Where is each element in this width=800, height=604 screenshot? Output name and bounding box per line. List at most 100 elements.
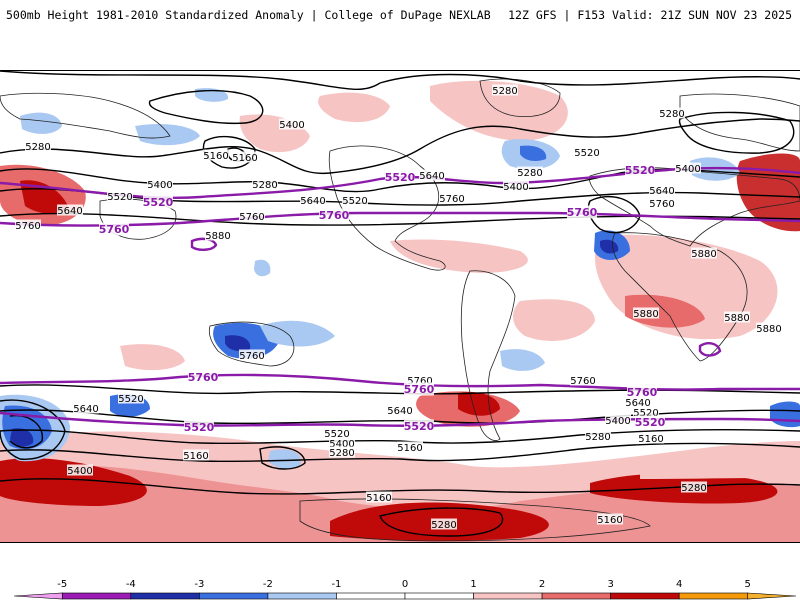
colorbar-segment xyxy=(404,592,474,600)
contour-label-bg xyxy=(407,374,433,386)
contour-label: 5760 xyxy=(239,351,264,362)
contour-label-bg xyxy=(419,169,445,181)
contour-label: 5280 xyxy=(659,109,684,120)
contour-label-bg xyxy=(439,192,465,204)
contour-label-bg xyxy=(585,430,611,442)
contour-label-bg xyxy=(99,222,129,236)
contour-label: 5880 xyxy=(756,324,781,335)
colorbar-segment xyxy=(541,592,611,600)
contour-label-bg xyxy=(404,419,434,433)
contour-label: 5880 xyxy=(724,313,749,324)
colorbar-tick-label: 3 xyxy=(607,579,613,590)
contour-label: 5640 xyxy=(57,206,82,217)
contour-label-bg xyxy=(183,449,209,461)
contour-label: 5520 xyxy=(107,192,132,203)
contour-label-bg xyxy=(15,219,41,231)
highlight-contour-label: 5760 xyxy=(319,209,350,222)
highlight-contour-label: 5760 xyxy=(627,386,658,399)
contour-label: 5520 xyxy=(324,429,349,440)
contour-label: 5400 xyxy=(329,439,354,450)
colorbar-tick-label: -5 xyxy=(57,579,67,590)
anomaly-shading xyxy=(0,80,800,542)
contour-label: 5400 xyxy=(279,120,304,131)
contour-label: 5520 xyxy=(118,394,143,405)
colorbar-tick-label: -4 xyxy=(126,579,136,590)
colorbar-segment xyxy=(610,592,680,600)
contour-label: 5760 xyxy=(570,376,595,387)
contour-label-bg xyxy=(73,402,99,414)
contour-label: 5400 xyxy=(605,416,630,427)
contour-label: 5640 xyxy=(625,398,650,409)
contour-label-bg xyxy=(597,513,623,525)
contour-label: 5880 xyxy=(205,231,230,242)
header: 500mb Height 1981-2010 Standardized Anom… xyxy=(0,0,800,40)
contour-label: 5160 xyxy=(366,493,391,504)
contour-label-bg xyxy=(635,415,665,429)
contour-label-bg xyxy=(143,195,173,209)
contour-label-bg xyxy=(239,349,265,361)
contour-label: 5760 xyxy=(439,194,464,205)
colorbar-segment xyxy=(130,592,200,600)
contour-label-bg xyxy=(659,107,685,119)
contour-label: 5520 xyxy=(633,408,658,419)
highlight-contour-label: 5520 xyxy=(404,420,435,433)
colorbar: -5 -4 -3 -2 -1 0 1 2 3 4 5 xyxy=(0,575,800,600)
contour-label: 5640 xyxy=(73,404,98,415)
colorbar-arrow-right xyxy=(747,592,797,600)
contour-label-bg xyxy=(188,370,218,384)
contour-label-bg xyxy=(319,208,349,222)
contour-label: 5400 xyxy=(503,182,528,193)
contour-label: 5640 xyxy=(649,186,674,197)
contour-label-bg xyxy=(625,163,655,177)
contour-label: 5160 xyxy=(397,443,422,454)
colorbar-tick-label: 2 xyxy=(539,579,545,590)
contour-label-bg xyxy=(232,151,258,163)
contour-label-bg xyxy=(329,437,355,449)
contour-label-bg xyxy=(324,427,350,439)
colorbar-segment xyxy=(678,592,749,600)
contour-label-bg xyxy=(147,178,173,190)
contour-label-bg xyxy=(300,194,326,206)
contour-label: 5280 xyxy=(681,483,706,494)
contour-label: 5280 xyxy=(329,448,354,459)
anomaly-map: 5280 5280 5400 5280 5160 5160 5520 5280 5400 5640… xyxy=(0,70,800,543)
contour-label: 5160 xyxy=(232,153,257,164)
highlight-contour-label: 5520 xyxy=(625,164,656,177)
contour-label-bg xyxy=(675,162,701,174)
contour-label: 5400 xyxy=(675,164,700,175)
contour-label-bg xyxy=(517,166,543,178)
highlight-contour-label: 5520 xyxy=(143,196,174,209)
contour-label-bg xyxy=(118,392,144,404)
colorbar-tick-label: -2 xyxy=(263,579,273,590)
contour-label: 5400 xyxy=(147,180,172,191)
colorbar-tick-label: 1 xyxy=(470,579,476,590)
colorbar-tick-label: 5 xyxy=(745,579,751,590)
highlight-contour-label: 5520 xyxy=(184,421,215,434)
contour-label-bg xyxy=(681,481,707,493)
contour-label-bg xyxy=(605,414,631,426)
colorbar-segment xyxy=(267,592,337,600)
contour-label-bg xyxy=(404,382,434,396)
contour-label: 5280 xyxy=(492,86,517,97)
contour-label-bg xyxy=(385,170,415,184)
contour-label: 5280 xyxy=(252,180,277,191)
contour-label-bg xyxy=(503,180,529,192)
colorbar-tick-label: 4 xyxy=(676,579,682,590)
contour-label-bg xyxy=(239,210,265,222)
colorbar-segment xyxy=(199,592,269,600)
contour-label: 5640 xyxy=(387,406,412,417)
contour-label: 5280 xyxy=(431,520,456,531)
contour-label-bg xyxy=(279,118,305,130)
contour-label: 5760 xyxy=(649,199,674,210)
contour-label-bg xyxy=(638,432,664,444)
contour-label: 5760 xyxy=(407,376,432,387)
colorbar-segment xyxy=(61,592,132,600)
model-run-info: 12Z GFS | F153 Valid: 21Z SUN NOV 23 202… xyxy=(508,8,792,22)
contour-label-bg xyxy=(431,518,457,530)
contour-label: 5880 xyxy=(691,249,716,260)
contour-label-bg xyxy=(329,446,355,458)
contour-label: 5160 xyxy=(203,151,228,162)
contour-label-bg xyxy=(366,491,392,503)
highlight-contour-label: 5760 xyxy=(404,383,435,396)
